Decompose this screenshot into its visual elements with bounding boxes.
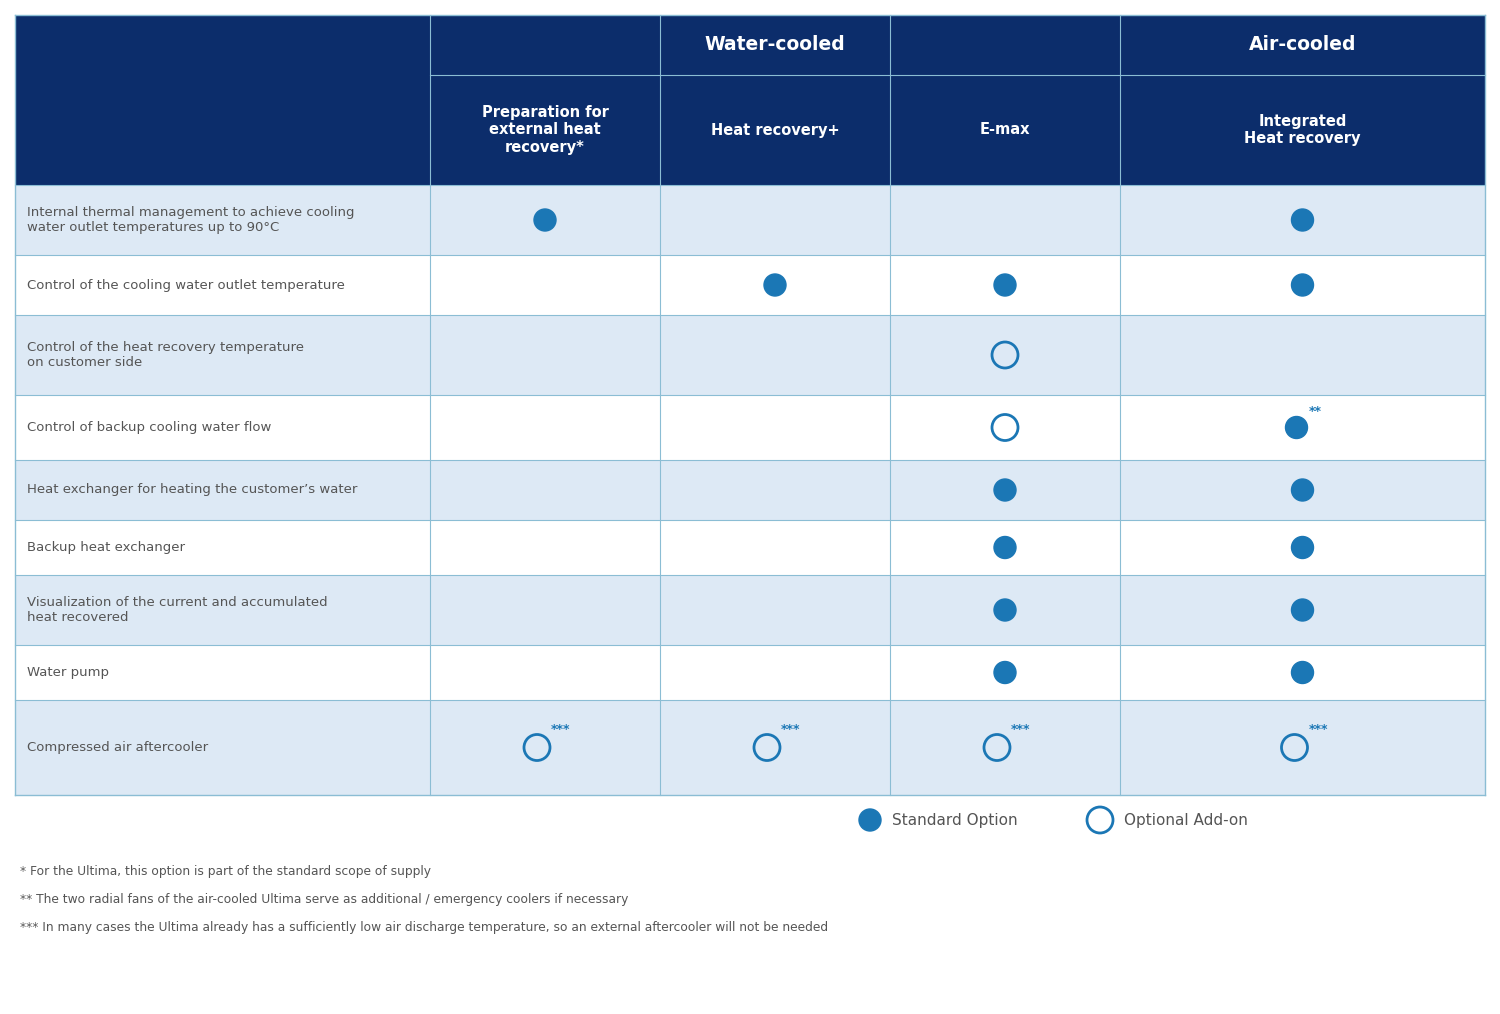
Circle shape [1292, 661, 1314, 683]
Text: Standard Option: Standard Option [892, 812, 1017, 827]
Bar [15, 460, 1485, 520]
Text: ***: *** [782, 724, 801, 736]
Circle shape [859, 809, 880, 831]
Circle shape [1292, 479, 1314, 501]
Text: Optional Add-on: Optional Add-on [1124, 812, 1248, 827]
Bar [15, 75, 1485, 185]
Bar [15, 700, 1485, 795]
Text: * For the Ultima, this option is part of the standard scope of supply: * For the Ultima, this option is part of… [20, 865, 430, 878]
Text: *** In many cases the Ultima already has a sufficiently low air discharge temper: *** In many cases the Ultima already has… [20, 921, 828, 934]
Circle shape [1286, 417, 1308, 438]
Text: E-max: E-max [980, 123, 1030, 138]
Circle shape [1292, 209, 1314, 231]
Bar [15, 15, 1485, 75]
Circle shape [994, 599, 1016, 621]
Bar [15, 575, 1485, 645]
Text: Integrated
Heat recovery: Integrated Heat recovery [1245, 114, 1360, 146]
Bar [15, 645, 1485, 700]
Text: Control of backup cooling water flow: Control of backup cooling water flow [27, 421, 272, 434]
Circle shape [994, 661, 1016, 683]
Text: ***: *** [1011, 724, 1031, 736]
Text: Preparation for
external heat
recovery*: Preparation for external heat recovery* [482, 105, 609, 155]
Text: Control of the cooling water outlet temperature: Control of the cooling water outlet temp… [27, 279, 345, 291]
Text: Internal thermal management to achieve cooling
water outlet temperatures up to 9: Internal thermal management to achieve c… [27, 206, 354, 234]
Bar [15, 315, 1485, 395]
Bar [15, 255, 1485, 315]
Circle shape [994, 274, 1016, 296]
Text: Heat exchanger for heating the customer’s water: Heat exchanger for heating the customer’… [27, 484, 357, 497]
Bar [15, 520, 1485, 575]
Text: Compressed air aftercooler: Compressed air aftercooler [27, 741, 209, 754]
Text: ***: *** [1308, 724, 1328, 736]
Text: Water-cooled: Water-cooled [705, 35, 846, 55]
Text: Heat recovery+: Heat recovery+ [711, 123, 840, 138]
Text: ***: *** [550, 724, 570, 736]
Text: Control of the heat recovery temperature
on customer side: Control of the heat recovery temperature… [27, 341, 305, 369]
Circle shape [994, 479, 1016, 501]
Circle shape [1292, 536, 1314, 559]
Circle shape [994, 536, 1016, 559]
Circle shape [534, 209, 556, 231]
Text: Visualization of the current and accumulated
heat recovered: Visualization of the current and accumul… [27, 596, 327, 624]
Text: Water pump: Water pump [27, 666, 109, 679]
Text: **: ** [1308, 406, 1322, 419]
Text: Backup heat exchanger: Backup heat exchanger [27, 541, 184, 554]
Bar [15, 185, 1485, 255]
Circle shape [764, 274, 786, 296]
Circle shape [1292, 274, 1314, 296]
Bar [15, 395, 1485, 460]
Text: ** The two radial fans of the air-cooled Ultima serve as additional / emergency : ** The two radial fans of the air-cooled… [20, 893, 628, 906]
Circle shape [1292, 599, 1314, 621]
Text: Air-cooled: Air-cooled [1248, 35, 1356, 55]
